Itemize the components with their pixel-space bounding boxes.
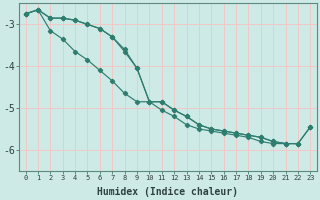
- X-axis label: Humidex (Indice chaleur): Humidex (Indice chaleur): [98, 186, 238, 197]
